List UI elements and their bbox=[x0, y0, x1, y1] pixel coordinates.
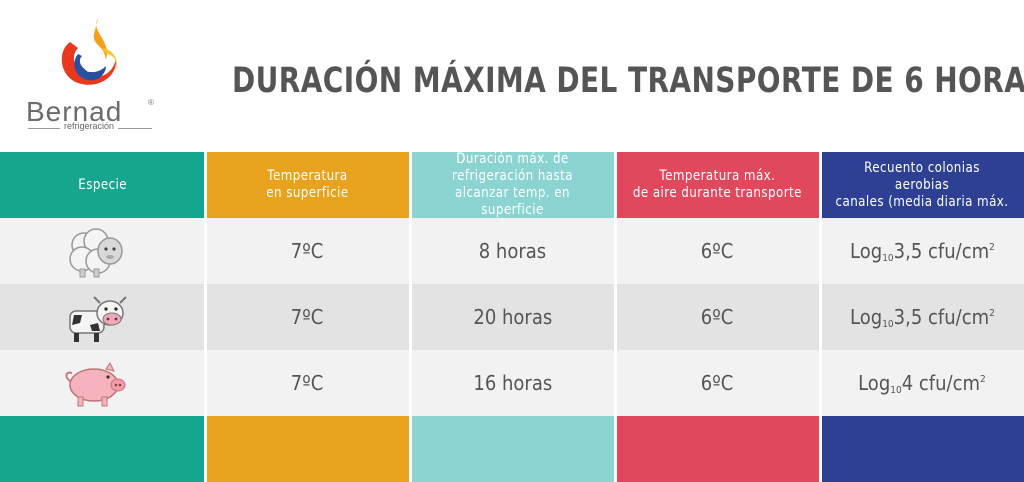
table-row: 7ºC 8 horas 6ºC Log103,5 cfu/cm2 bbox=[0, 218, 1024, 284]
page-title: DURACIÓN MÁXIMA DEL TRANSPORTE DE 6 HORA… bbox=[232, 61, 1024, 101]
footer-cell-recuento bbox=[820, 416, 1024, 482]
sheep-icon bbox=[69, 228, 123, 278]
header-label: Temperatura máx. de aire durante transpo… bbox=[633, 168, 802, 201]
air-temp-value: 6ºC bbox=[701, 239, 734, 263]
count-main: 4 cfu/cm bbox=[901, 370, 981, 395]
air-temp-value: 6ºC bbox=[701, 305, 734, 329]
count-cell: Log104 cfu/cm2 bbox=[820, 350, 1024, 416]
brand-subtitle: refrigeración bbox=[60, 121, 119, 131]
species-cell bbox=[0, 218, 205, 284]
column-divider bbox=[204, 152, 207, 482]
header-label: Recuento colonias aerobias canales (medi… bbox=[835, 159, 1009, 210]
temperature-cell: 7ºC bbox=[205, 284, 410, 350]
count-value: Log103,5 cfu/cm2 bbox=[850, 239, 995, 264]
table-footer bbox=[0, 416, 1024, 482]
air-temp-cell: 6ºC bbox=[615, 218, 820, 284]
count-value: Log103,5 cfu/cm2 bbox=[850, 305, 995, 330]
pig-icon bbox=[65, 362, 126, 407]
air-temp-cell: 6ºC bbox=[615, 284, 820, 350]
header-label: Duración máx. de refrigeración hasta alc… bbox=[452, 151, 573, 218]
count-main: 3,5 cfu/cm bbox=[893, 238, 989, 263]
count-superscript: 2 bbox=[980, 373, 986, 385]
temperature-value: 7ºC bbox=[291, 371, 324, 395]
footer-cell-duracion bbox=[410, 416, 615, 482]
count-value: Log104 cfu/cm2 bbox=[858, 371, 986, 396]
header-recuento: Recuento colonias aerobias canales (medi… bbox=[820, 152, 1024, 229]
count-prefix: Log bbox=[849, 238, 882, 263]
temperature-value: 7ºC bbox=[291, 239, 324, 263]
count-cell: Log103,5 cfu/cm2 bbox=[820, 284, 1024, 350]
count-prefix: Log bbox=[858, 370, 891, 395]
cow-icon bbox=[69, 296, 127, 342]
flame-icon bbox=[61, 18, 117, 85]
duration-value: 16 horas bbox=[473, 371, 552, 395]
duration-value: 20 horas bbox=[473, 305, 552, 329]
header-duracion: Duración máx. de refrigeración hasta alc… bbox=[410, 151, 615, 229]
species-cell bbox=[0, 350, 205, 416]
count-main: 3,5 cfu/cm bbox=[893, 304, 989, 329]
count-subscript: 10 bbox=[881, 318, 894, 330]
footer-cell-especie bbox=[0, 416, 205, 482]
count-superscript: 2 bbox=[988, 307, 995, 319]
species-cell bbox=[0, 284, 205, 350]
count-subscript: 10 bbox=[881, 252, 894, 264]
header-label: Temperatura en superficie bbox=[266, 168, 349, 201]
registered-mark: ® bbox=[148, 98, 154, 107]
air-temp-cell: 6ºC bbox=[615, 350, 820, 416]
table-row: 7ºC 20 horas 6ºC Log103,5 cfu/cm2 bbox=[0, 284, 1024, 350]
column-divider bbox=[614, 152, 617, 482]
duration-cell: 20 horas bbox=[410, 284, 615, 350]
table-header: Especie Temperatura en superficie Duraci… bbox=[0, 151, 1024, 229]
footer-cell-temp-aire bbox=[615, 416, 820, 482]
temperature-value: 7ºC bbox=[291, 305, 324, 329]
duration-value: 8 horas bbox=[478, 239, 547, 263]
air-temp-value: 6ºC bbox=[701, 371, 734, 395]
temperature-cell: 7ºC bbox=[205, 350, 410, 416]
count-subscript: 10 bbox=[890, 384, 902, 396]
bernad-logo: Bernad ® refrigeración bbox=[20, 14, 160, 144]
column-divider bbox=[409, 152, 412, 482]
count-prefix: Log bbox=[849, 304, 882, 329]
header-label: Especie bbox=[78, 176, 127, 193]
footer-cell-temperatura bbox=[205, 416, 410, 482]
column-divider bbox=[819, 152, 822, 482]
duration-cell: 16 horas bbox=[410, 350, 615, 416]
header-temp-aire: Temperatura máx. de aire durante transpo… bbox=[615, 152, 820, 229]
count-cell: Log103,5 cfu/cm2 bbox=[820, 218, 1024, 284]
duration-cell: 8 horas bbox=[410, 218, 615, 284]
temperature-cell: 7ºC bbox=[205, 218, 410, 284]
header-especie: Especie bbox=[0, 152, 205, 229]
count-superscript: 2 bbox=[988, 241, 995, 253]
header-temperatura: Temperatura en superficie bbox=[205, 152, 410, 229]
table-row: 7ºC 16 horas 6ºC Log104 cfu/cm2 bbox=[0, 350, 1024, 416]
